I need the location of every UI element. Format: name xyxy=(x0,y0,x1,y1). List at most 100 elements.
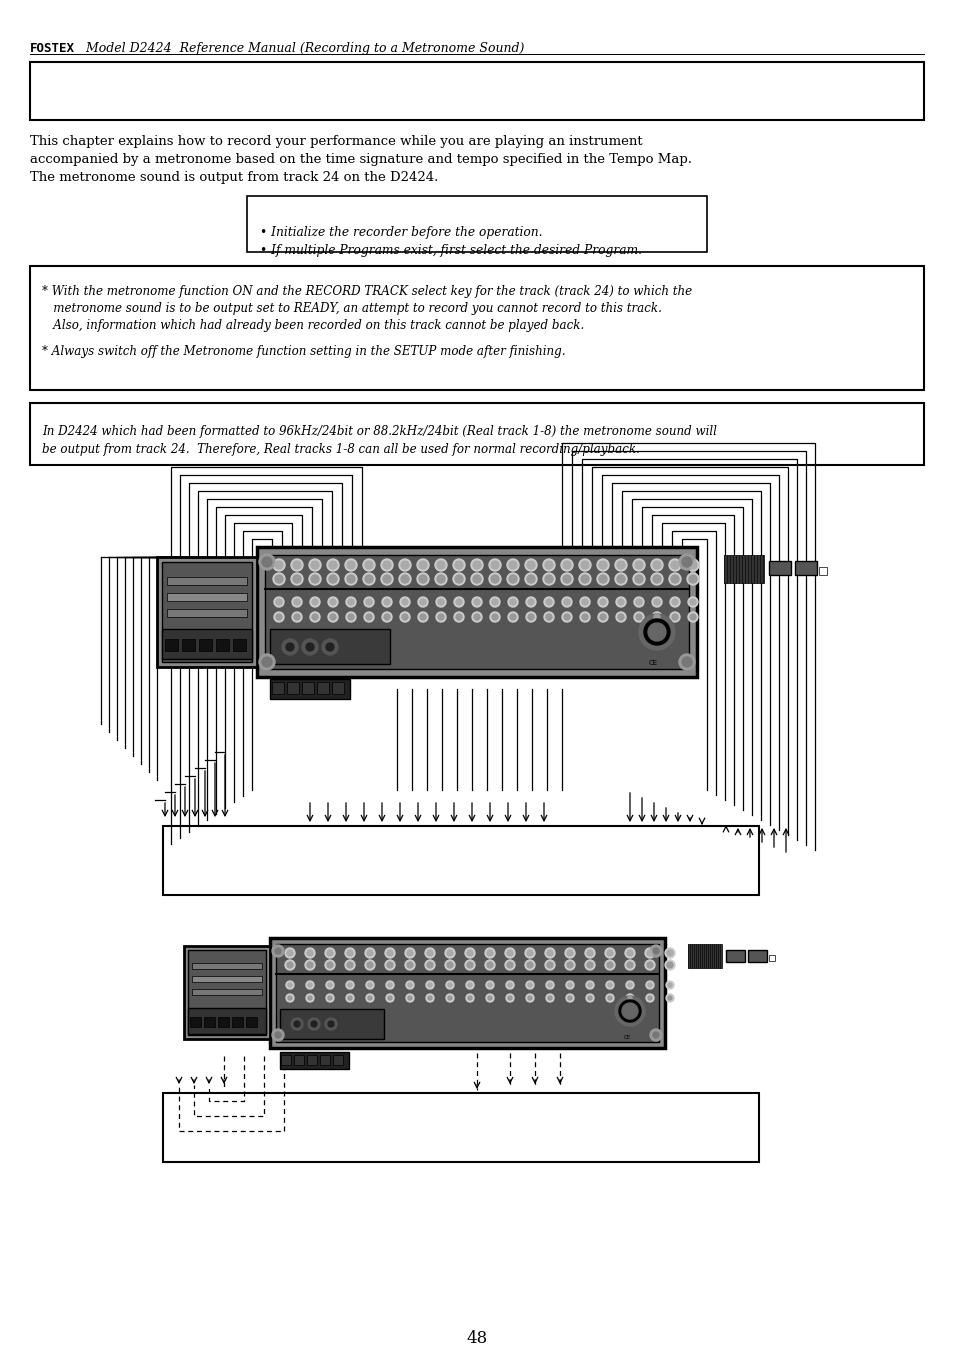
Circle shape xyxy=(526,950,533,957)
Circle shape xyxy=(310,597,319,607)
Circle shape xyxy=(418,576,427,584)
Circle shape xyxy=(665,981,673,989)
Bar xyxy=(794,561,816,576)
Bar xyxy=(319,1055,330,1065)
Circle shape xyxy=(345,961,355,970)
Circle shape xyxy=(639,613,675,650)
Bar xyxy=(167,609,247,617)
Circle shape xyxy=(598,597,607,607)
Circle shape xyxy=(346,994,354,1002)
Circle shape xyxy=(365,561,373,569)
Circle shape xyxy=(644,948,655,958)
Circle shape xyxy=(563,598,569,605)
Text: accompanied by a metronome based on the time signature and tempo specified in th: accompanied by a metronome based on the … xyxy=(30,153,691,166)
Circle shape xyxy=(626,950,633,957)
Circle shape xyxy=(381,612,392,621)
Circle shape xyxy=(474,613,479,620)
Bar xyxy=(163,825,759,894)
Circle shape xyxy=(305,948,314,958)
Bar xyxy=(204,1017,214,1027)
Circle shape xyxy=(581,598,587,605)
Circle shape xyxy=(649,1029,661,1042)
Circle shape xyxy=(506,573,518,585)
Circle shape xyxy=(380,559,393,571)
Circle shape xyxy=(607,996,612,1000)
Circle shape xyxy=(427,962,433,969)
Circle shape xyxy=(348,996,352,1000)
Circle shape xyxy=(310,612,319,621)
Circle shape xyxy=(472,612,481,621)
Circle shape xyxy=(386,994,394,1002)
Circle shape xyxy=(419,598,426,605)
Text: * With the metronome function ON and the RECORD TRACK select key for the track (: * With the metronome function ON and the… xyxy=(42,285,691,299)
Circle shape xyxy=(650,573,662,585)
Text: This chapter explains how to record your performance while you are playing an in: This chapter explains how to record your… xyxy=(30,135,642,149)
Circle shape xyxy=(401,613,408,620)
Circle shape xyxy=(546,962,553,969)
Circle shape xyxy=(307,950,313,957)
Circle shape xyxy=(666,950,672,957)
Circle shape xyxy=(311,576,318,584)
Circle shape xyxy=(311,561,318,569)
Text: CE: CE xyxy=(623,1035,631,1040)
Circle shape xyxy=(485,981,494,989)
Circle shape xyxy=(646,950,652,957)
Text: metronome sound is to be output set to READY, an attempt to record you cannot re: metronome sound is to be output set to R… xyxy=(42,303,661,315)
Circle shape xyxy=(525,612,536,621)
Circle shape xyxy=(666,962,672,969)
Text: CE: CE xyxy=(648,661,658,666)
Bar xyxy=(192,963,262,969)
Circle shape xyxy=(580,576,588,584)
Circle shape xyxy=(417,597,428,607)
Circle shape xyxy=(507,996,512,1000)
Circle shape xyxy=(604,948,615,958)
Circle shape xyxy=(578,573,590,585)
Circle shape xyxy=(347,950,353,957)
Circle shape xyxy=(436,612,446,621)
Circle shape xyxy=(664,961,675,970)
Circle shape xyxy=(328,597,337,607)
Circle shape xyxy=(308,1019,319,1029)
Circle shape xyxy=(467,950,473,957)
Circle shape xyxy=(679,554,695,570)
Bar xyxy=(768,955,774,961)
Circle shape xyxy=(633,559,644,571)
Circle shape xyxy=(399,597,410,607)
Circle shape xyxy=(579,597,589,607)
Circle shape xyxy=(645,994,654,1002)
Circle shape xyxy=(262,657,272,667)
Circle shape xyxy=(524,948,535,958)
Text: Model D2424  Reference Manual (Recording to a Metronome Sound): Model D2424 Reference Manual (Recording … xyxy=(82,42,524,55)
Circle shape xyxy=(543,597,554,607)
Circle shape xyxy=(366,613,372,620)
Circle shape xyxy=(615,996,644,1025)
Bar xyxy=(192,989,262,994)
Circle shape xyxy=(544,576,553,584)
Circle shape xyxy=(348,598,354,605)
Circle shape xyxy=(669,597,679,607)
Circle shape xyxy=(347,962,353,969)
Bar xyxy=(687,944,721,969)
Circle shape xyxy=(382,576,391,584)
Circle shape xyxy=(492,613,497,620)
Circle shape xyxy=(651,597,661,607)
Circle shape xyxy=(287,962,293,969)
Circle shape xyxy=(364,597,374,607)
Circle shape xyxy=(328,612,337,621)
Bar xyxy=(30,62,923,120)
Circle shape xyxy=(384,598,390,605)
Circle shape xyxy=(667,984,671,988)
Circle shape xyxy=(447,950,453,957)
Circle shape xyxy=(325,961,335,970)
Circle shape xyxy=(670,576,679,584)
Circle shape xyxy=(565,994,574,1002)
Circle shape xyxy=(671,613,678,620)
Circle shape xyxy=(587,996,592,1000)
Circle shape xyxy=(302,639,317,655)
Circle shape xyxy=(363,573,375,585)
Circle shape xyxy=(544,961,555,970)
Circle shape xyxy=(398,559,411,571)
Bar xyxy=(30,266,923,390)
Circle shape xyxy=(275,598,282,605)
Circle shape xyxy=(274,1032,281,1038)
